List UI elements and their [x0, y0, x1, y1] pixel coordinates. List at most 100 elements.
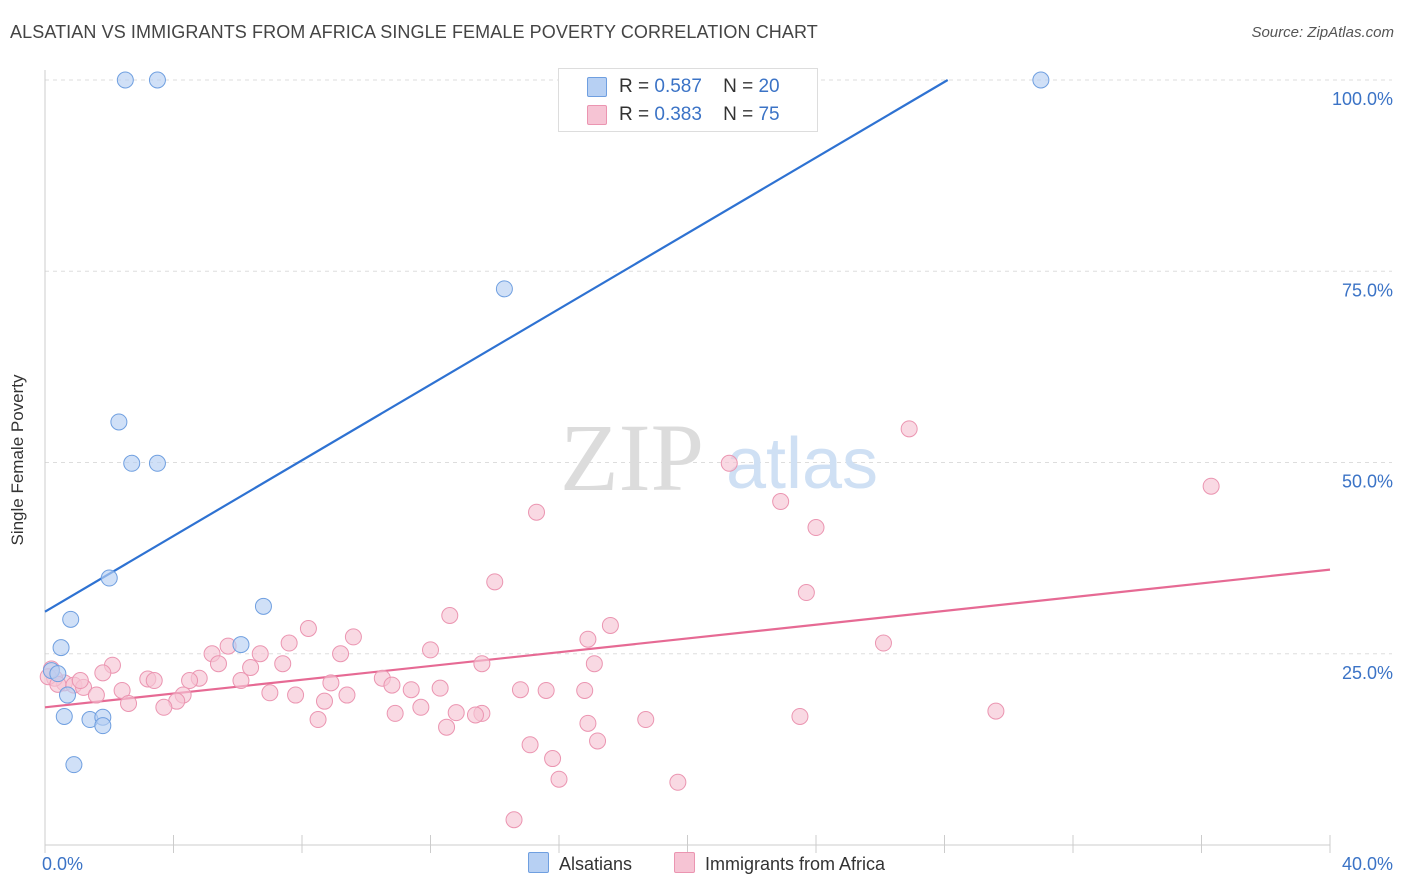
africa-point	[383, 676, 401, 694]
africa-point	[299, 620, 317, 638]
africa-point	[332, 645, 350, 663]
legend-item-alsatians: Alsatians	[528, 852, 632, 875]
africa-point	[579, 714, 597, 732]
watermark-zip: ZIP	[560, 404, 704, 511]
alsatian-point	[1032, 71, 1050, 89]
alsatian-point	[148, 71, 166, 89]
africa-point	[585, 655, 603, 673]
x-tick-label: 40.0%	[1342, 854, 1393, 874]
alsatian-point	[58, 686, 76, 704]
africa-trend-line	[44, 568, 1331, 709]
alsatian-point	[94, 717, 112, 735]
africa-point	[87, 686, 105, 704]
africa-point	[511, 681, 529, 699]
alsatian-point	[123, 454, 141, 472]
r-value: 0.383	[654, 104, 702, 125]
alsatian-point	[110, 413, 128, 431]
axes	[44, 70, 1331, 853]
alsatian-point	[52, 639, 70, 657]
africa-point	[412, 698, 430, 716]
africa-point	[589, 732, 607, 750]
africa-point	[280, 634, 298, 652]
alsatian-point	[55, 707, 73, 725]
africa-point	[438, 718, 456, 736]
africa-point	[422, 641, 439, 659]
africa-point	[544, 750, 562, 768]
n-value: 75	[758, 104, 780, 125]
africa-point	[791, 707, 809, 725]
legend-swatch-blue	[528, 852, 549, 873]
n-label: N =	[723, 104, 754, 125]
africa-point	[466, 706, 484, 724]
y-tick-label: 100.0%	[1332, 89, 1393, 109]
africa-point	[261, 684, 279, 702]
legend-swatch-blue	[587, 77, 607, 97]
africa-point	[521, 736, 539, 754]
africa-point	[987, 702, 1005, 720]
alsatian-point	[100, 569, 118, 587]
y-tick-label: 50.0%	[1342, 472, 1393, 492]
y-tick-label: 25.0%	[1342, 663, 1393, 683]
chart-title: ALSATIAN VS IMMIGRANTS FROM AFRICA SINGL…	[10, 22, 818, 42]
africa-point	[537, 681, 555, 699]
africa-point	[601, 616, 619, 634]
africa-point	[900, 420, 918, 438]
africa-point	[447, 704, 465, 722]
alsatian-point	[65, 756, 83, 774]
alsatian-point	[62, 610, 80, 628]
africa-point	[209, 655, 227, 673]
africa-point	[505, 811, 523, 829]
africa-point	[576, 681, 594, 699]
africa-point	[402, 681, 420, 699]
africa-point	[486, 573, 504, 591]
alsatian-point	[232, 636, 250, 654]
r-label: R =	[619, 76, 650, 97]
africa-point	[155, 698, 173, 716]
watermark-atlas: atlas	[726, 424, 878, 504]
africa-point	[315, 692, 333, 710]
tick-labels: 25.0% 50.0% 75.0% 100.0% 0.0% 40.0%	[42, 89, 1393, 874]
africa-point	[287, 686, 305, 704]
y-tick-label: 75.0%	[1342, 280, 1393, 300]
r-label: R =	[619, 104, 650, 125]
africa-point	[242, 659, 260, 677]
africa-point	[145, 672, 163, 690]
y-axis-label: Single Female Poverty	[8, 374, 27, 546]
source-label: Source: ZipAtlas.com	[1251, 24, 1394, 41]
trend-lines	[44, 79, 1331, 709]
africa-point	[528, 503, 546, 521]
africa-point	[797, 584, 815, 602]
africa-point	[431, 679, 449, 697]
gridlines	[45, 79, 1392, 655]
data-points	[39, 71, 1220, 829]
africa-point	[807, 519, 825, 537]
alsatian-point	[116, 71, 134, 89]
legend-item-africa: Immigrants from Africa	[674, 852, 885, 875]
africa-point	[338, 686, 356, 704]
africa-point	[1202, 477, 1220, 495]
x-tick-label: 0.0%	[42, 854, 83, 874]
alsatian-point	[495, 280, 513, 298]
legend-label: Alsatians	[559, 854, 633, 874]
n-value: 20	[758, 76, 780, 97]
alsatian-point	[49, 665, 67, 683]
legend-swatch-pink	[587, 105, 607, 125]
africa-point	[874, 634, 892, 652]
alsatian-point	[148, 454, 166, 472]
africa-point	[309, 711, 327, 729]
africa-point	[274, 655, 292, 673]
africa-point	[720, 454, 738, 472]
africa-point	[322, 674, 340, 692]
africa-point	[71, 672, 89, 690]
africa-point	[94, 664, 112, 682]
africa-point	[232, 672, 250, 690]
africa-point	[386, 704, 404, 722]
africa-point	[251, 645, 269, 663]
africa-point	[344, 628, 362, 646]
africa-point	[550, 770, 568, 788]
legend-label: Immigrants from Africa	[705, 854, 886, 874]
n-label: N =	[723, 76, 754, 97]
r-value: 0.587	[654, 76, 702, 97]
africa-point	[441, 607, 459, 624]
